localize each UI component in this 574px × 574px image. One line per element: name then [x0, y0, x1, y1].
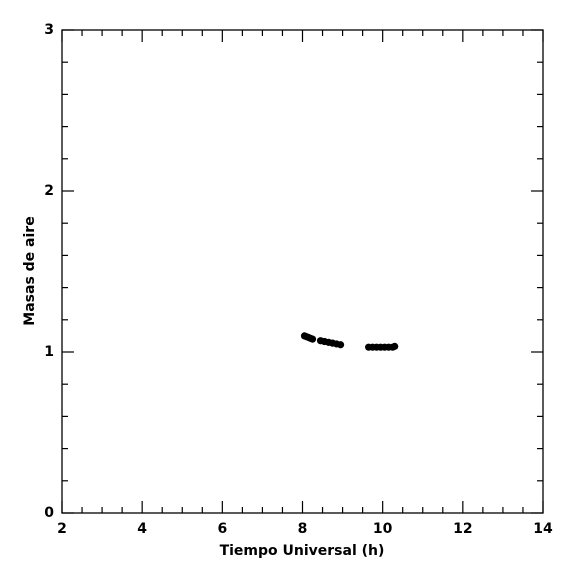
y-tick-label: 1: [44, 344, 54, 360]
x-tick-label: 10: [373, 521, 393, 537]
x-tick-label: 8: [298, 521, 308, 537]
y-axis-label: Masas de aire: [22, 216, 38, 325]
x-tick-label: 14: [533, 521, 553, 537]
point: [308, 335, 317, 343]
x-tick-label: 4: [137, 521, 147, 537]
x-tick-label: 2: [57, 521, 67, 537]
y-tick-label: 3: [44, 22, 54, 38]
x-axis-label: Tiempo Universal (h): [220, 543, 385, 559]
point: [336, 341, 345, 349]
x-tick-label: 6: [217, 521, 227, 537]
point: [391, 342, 399, 350]
plot-frame: [61, 29, 544, 514]
x-tick-label: 12: [453, 521, 472, 537]
y-tick-label: 2: [44, 183, 54, 199]
y-tick-label: 0: [44, 505, 54, 521]
